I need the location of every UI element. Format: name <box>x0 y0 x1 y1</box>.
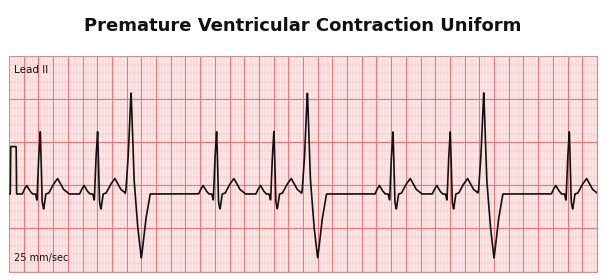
Text: Lead II: Lead II <box>14 65 48 75</box>
Text: 25 mm/sec: 25 mm/sec <box>14 253 68 263</box>
Text: Premature Ventricular Contraction Uniform: Premature Ventricular Contraction Unifor… <box>84 17 522 35</box>
